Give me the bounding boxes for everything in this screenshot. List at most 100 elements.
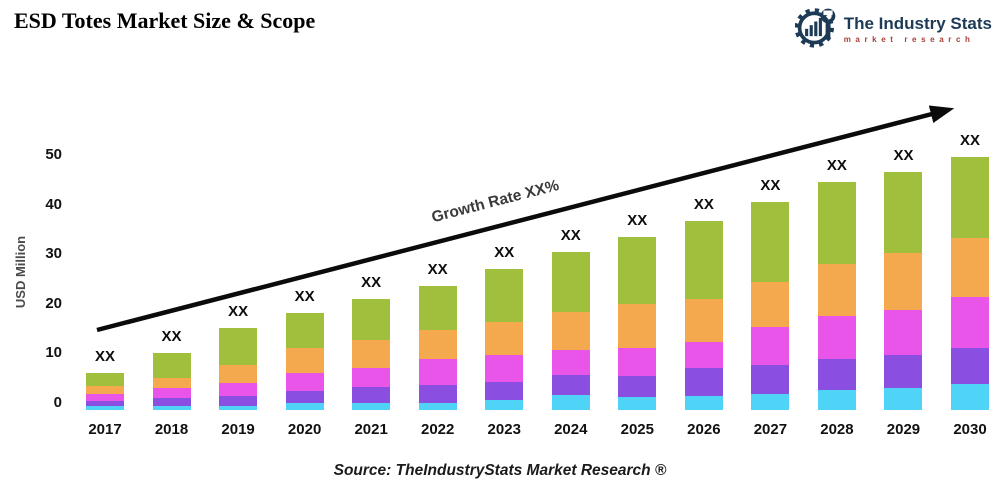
bar-2017-segment-4 (86, 386, 124, 395)
bar-2023-segment-3 (485, 355, 524, 383)
bar-2023-segment-1-bottom (485, 400, 524, 410)
bar-2020-segment-2 (285, 391, 324, 404)
bar-value-label-2026: XX (693, 196, 714, 214)
bar-2022-segment-5-top (418, 285, 457, 330)
bar-2019-segment-1-bottom (219, 406, 258, 410)
bar-value-label-2021: XX (361, 274, 382, 292)
brand-logo: The Industry Stats market research (794, 5, 992, 54)
bar-2021-segment-2 (352, 387, 391, 404)
bar-value-label-2027: XX (760, 176, 781, 194)
bar-2019-segment-4 (219, 365, 258, 384)
bar-value-label-2024: XX (560, 227, 581, 245)
bar-2020-segment-1-bottom (285, 403, 324, 410)
x-tick-2020: 2020 (287, 421, 322, 438)
bar-2017-segment-3 (86, 394, 124, 402)
bar-2018-segment-4 (152, 377, 191, 388)
bar-value-label-2022: XX (427, 260, 448, 278)
bar-2021-segment-4 (352, 339, 391, 369)
y-tick-10: 10 (45, 344, 62, 362)
x-tick-2024: 2024 (554, 421, 588, 438)
bar-2029-segment-4 (884, 252, 923, 310)
bar-2018-segment-3 (152, 387, 191, 398)
bar-2030-segment-2 (951, 348, 990, 385)
bar-2023-segment-4 (485, 322, 524, 356)
logo-text: The Industry Stats market research (844, 15, 992, 44)
x-tick-2027: 2027 (753, 421, 788, 438)
page-title: ESD Totes Market Size & Scope (14, 8, 316, 33)
bar-2024-segment-1-bottom (551, 395, 590, 410)
y-tick-30: 30 (45, 245, 62, 263)
bar-2017-segment-5-top (86, 373, 124, 387)
bar-value-label-2025: XX (627, 212, 648, 230)
logo-tagline: market research (843, 35, 975, 44)
bar-2019-segment-5-top (219, 328, 258, 366)
bar-2022-segment-3 (418, 359, 457, 386)
bar-2029-segment-1-bottom (884, 388, 923, 410)
x-tick-2022: 2022 (421, 421, 455, 438)
bar-2029-segment-2 (884, 355, 923, 389)
x-tick-2029: 2029 (886, 421, 921, 438)
bar-2030-segment-5-top (951, 157, 990, 238)
bar-2018-segment-5-top (152, 352, 191, 378)
bar-2029-segment-5-top (884, 171, 923, 253)
bar-value-label-2030: XX (960, 132, 981, 150)
bar-2027-segment-1-bottom (751, 394, 790, 410)
bar-2021-segment-5-top (352, 299, 391, 340)
bar-2024-segment-3 (551, 350, 590, 376)
bar-2023-segment-2 (485, 382, 524, 401)
bar-2030-segment-3 (951, 296, 990, 348)
bar-2028-segment-5-top (817, 181, 856, 264)
x-tick-2030: 2030 (953, 421, 987, 438)
source-attribution: Source: TheIndustryStats Market Research… (333, 462, 667, 479)
bar-value-label-2018: XX (161, 327, 182, 345)
bar-2020-segment-4 (285, 348, 324, 374)
bar-value-label-2023: XX (494, 244, 515, 262)
x-tick-2028: 2028 (820, 421, 854, 438)
bar-value-label-2019: XX (228, 303, 249, 321)
bar-2027-segment-2 (751, 365, 790, 395)
bar-2025-segment-4 (618, 304, 657, 349)
bar-2022-segment-4 (418, 329, 457, 360)
bar-2028-segment-3 (817, 315, 856, 360)
bar-2030-segment-4 (951, 237, 990, 297)
bar-2028-segment-4 (817, 263, 856, 316)
bar-2017-segment-2 (86, 401, 124, 407)
bar-2024-segment-5-top (551, 252, 590, 313)
logo-name: The Industry Stats (843, 14, 992, 33)
bar-2029-segment-3 (884, 309, 923, 356)
bar-2030-segment-1-bottom (951, 384, 990, 410)
bar-value-label-2020: XX (294, 288, 315, 306)
bar-2027-segment-4 (751, 282, 790, 327)
bar-2026-segment-1-bottom (684, 396, 723, 410)
bar-2026-segment-5-top (684, 221, 723, 300)
bar-2025-segment-3 (618, 348, 657, 377)
bar-2018-segment-2 (152, 397, 191, 406)
bar-2028-segment-2 (817, 359, 856, 391)
y-tick-50: 50 (45, 146, 62, 163)
y-tick-20: 20 (45, 294, 62, 312)
x-tick-2023: 2023 (487, 421, 521, 438)
bar-2026-segment-3 (684, 341, 723, 369)
bar-2025-segment-1-bottom (618, 397, 657, 410)
x-tick-2019: 2019 (221, 421, 255, 438)
bar-2022-segment-2 (418, 385, 457, 404)
y-axis-title: USD Million (13, 235, 28, 309)
bar-2019-segment-3 (219, 383, 258, 397)
x-tick-2021: 2021 (354, 421, 388, 438)
x-tick-2026: 2026 (687, 421, 721, 438)
bar-2020-segment-3 (285, 373, 324, 392)
bar-2020-segment-5-top (285, 313, 324, 349)
bar-2026-segment-2 (684, 368, 723, 397)
bar-value-label-2028: XX (826, 156, 847, 174)
x-tick-2017: 2017 (88, 421, 122, 438)
bar-2019-segment-2 (219, 396, 258, 407)
bar-2018-segment-1-bottom (152, 405, 191, 410)
bar-2025-segment-2 (618, 376, 657, 398)
bar-value-label-2017: XX (94, 348, 115, 366)
bar-2027-segment-3 (751, 326, 790, 366)
y-tick-0: 0 (53, 394, 62, 411)
bar-2025-segment-5-top (618, 237, 657, 305)
bar-2027-segment-5-top (751, 201, 790, 283)
